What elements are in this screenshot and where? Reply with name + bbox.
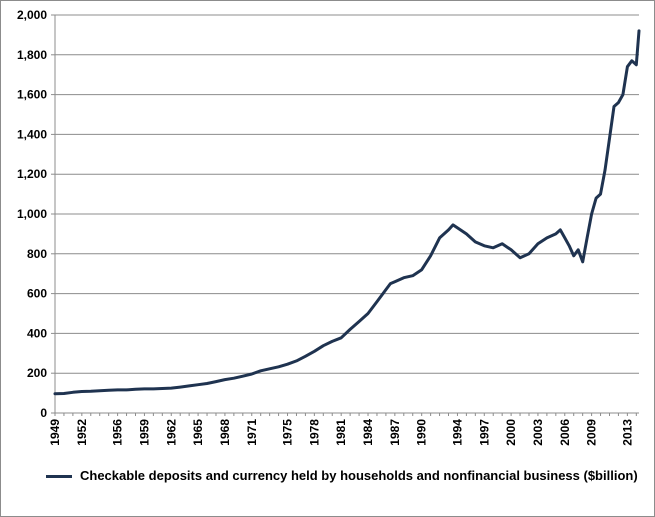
x-tick-label: 1956: [111, 419, 125, 446]
y-tick-label: 1,600: [17, 88, 47, 102]
x-tick-label: 2006: [558, 419, 572, 446]
x-tick-label: 1981: [334, 419, 348, 446]
y-tick-label: 0: [40, 406, 47, 420]
y-tick-label: 1,400: [17, 127, 47, 141]
y-tick-label: 600: [27, 287, 47, 301]
x-tick-label: 1990: [415, 419, 429, 446]
x-tick-label: 1962: [164, 419, 178, 446]
series-line: [53, 29, 641, 396]
x-tick-label: 1987: [388, 419, 402, 446]
x-tick-label: 2000: [504, 419, 518, 446]
x-tick-label: 1971: [245, 419, 259, 446]
x-tick-label: 1984: [361, 419, 375, 446]
y-axis: 0 200 400 600 800 1,000 1,200 1,400 1,600 1,800 2,…: [17, 8, 56, 420]
y-tick-label: 200: [27, 366, 47, 380]
y-tick-label: 1,000: [17, 207, 47, 221]
x-tick-label: 2003: [531, 419, 545, 446]
y-tick-label: 800: [27, 247, 47, 261]
x-tick-label: 1968: [218, 419, 232, 446]
x-tick-label: 1994: [450, 419, 464, 446]
x-axis: 1949 1952 1956 1959 1962 1965 1968 1971 1975 1978…: [48, 412, 639, 446]
x-tick-label: 1978: [307, 419, 321, 446]
x-tick-label: 1965: [191, 419, 205, 446]
x-tick-label: 2013: [620, 419, 634, 446]
y-tick-label: 400: [27, 326, 47, 340]
x-tick-label: 1952: [75, 419, 89, 446]
x-tick-label: 1997: [477, 419, 491, 446]
x-tick-label: 2009: [585, 419, 599, 446]
y-tick-label: 2,000: [17, 8, 47, 22]
plot-area: [53, 29, 641, 396]
y-tick-label: 1,800: [17, 48, 47, 62]
gridlines: [55, 14, 639, 374]
x-tick-label: 1959: [137, 419, 151, 446]
y-tick-label: 1,200: [17, 167, 47, 181]
legend-label: Checkable deposits and currency held by …: [80, 468, 638, 483]
x-tick-label: 1949: [48, 419, 62, 446]
x-tick-label: 1975: [281, 419, 295, 446]
legend-swatch: [46, 475, 72, 478]
